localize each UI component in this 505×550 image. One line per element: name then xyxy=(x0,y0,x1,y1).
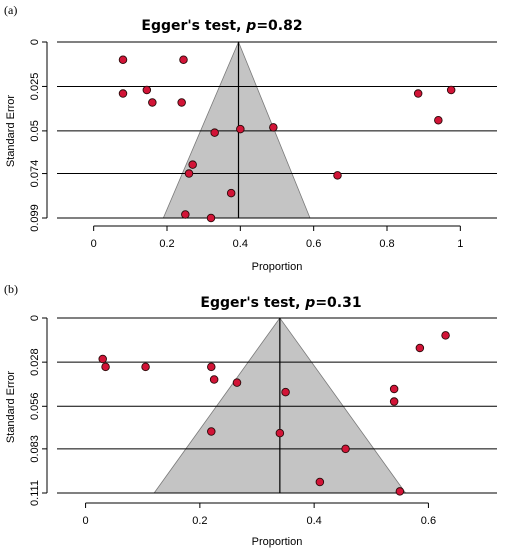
study-point-b-7 xyxy=(232,378,242,387)
study-point-a-3 xyxy=(142,85,152,95)
study-point-b-12 xyxy=(275,428,285,438)
x-tick-label-b-3: 0.6 xyxy=(421,515,436,527)
x-tick-label-b-0: 0 xyxy=(83,515,89,527)
x-tick-label-b-2: 0.4 xyxy=(306,515,321,527)
study-point-b-15 xyxy=(395,487,405,496)
study-point-a-11 xyxy=(210,128,219,137)
y-tick-label-b-0: 0 xyxy=(29,315,41,321)
study-point-a-16 xyxy=(181,210,190,219)
study-point-b-2 xyxy=(98,354,107,364)
study-point-b-0 xyxy=(441,331,450,340)
y-tick-label-a-0: 0 xyxy=(29,39,41,45)
study-point-a-12 xyxy=(188,160,197,169)
chart-title-b: Egger's test, p=0.31 xyxy=(200,295,361,311)
x-tick-label-b-1: 0.2 xyxy=(192,515,207,527)
x-axis-label-a: Proportion xyxy=(252,261,303,273)
study-point-b-8 xyxy=(281,387,290,397)
study-point-a-9 xyxy=(269,123,278,132)
y-tick-label-a-4: 0.099 xyxy=(29,204,41,232)
y-axis-label-b: Standard Error xyxy=(5,371,17,443)
study-point-a-4 xyxy=(148,98,157,107)
y-tick-label-a-1: 0.025 xyxy=(29,73,41,101)
x-tick-label-a-3: 0.6 xyxy=(306,238,321,250)
study-point-b-4 xyxy=(141,362,150,372)
y-tick-label-a-2: 0.05 xyxy=(29,120,41,141)
funnel-plot-b: (b) Egger's test, p=0.31 Proportion Stan… xyxy=(4,282,497,548)
y-tick-label-b-3: 0.083 xyxy=(29,435,41,463)
study-point-b-13 xyxy=(341,444,350,454)
study-point-a-5 xyxy=(177,98,186,107)
study-point-a-6 xyxy=(413,89,423,98)
study-point-b-14 xyxy=(315,477,325,487)
study-point-a-17 xyxy=(206,213,216,223)
study-point-a-14 xyxy=(333,171,342,180)
study-point-b-1 xyxy=(415,343,425,353)
x-axis-label-b: Proportion xyxy=(252,536,303,548)
funnel-plot-a: (a) Egger's test, p=0.82 Proportion Stan… xyxy=(4,3,497,273)
study-point-a-2 xyxy=(118,89,128,98)
y-tick-label-b-4: 0.111 xyxy=(29,480,41,506)
x-tick-label-a-2: 0.4 xyxy=(233,238,248,250)
study-point-a-13 xyxy=(184,169,194,178)
chart-title-a: Egger's test, p=0.82 xyxy=(141,18,302,34)
y-tick-label-b-1: 0.028 xyxy=(29,348,41,376)
y-axis-label-a: Standard Error xyxy=(5,95,17,167)
panel-label-a: (a) xyxy=(4,3,17,17)
study-point-b-11 xyxy=(207,427,216,436)
study-point-b-3 xyxy=(101,362,110,372)
study-point-a-1 xyxy=(179,55,188,65)
study-point-a-7 xyxy=(446,85,456,95)
panel-label-b: (b) xyxy=(4,282,18,296)
x-tick-label-a-1: 0.2 xyxy=(159,238,174,250)
x-tick-label-a-4: 0.8 xyxy=(379,238,394,250)
study-point-b-9 xyxy=(389,384,399,394)
study-point-a-15 xyxy=(226,188,236,198)
study-point-b-10 xyxy=(389,397,399,406)
study-point-b-5 xyxy=(207,362,216,372)
study-point-a-10 xyxy=(236,124,245,134)
y-tick-label-a-3: 0.074 xyxy=(29,160,41,188)
y-tick-label-b-2: 0.056 xyxy=(29,393,41,421)
study-point-a-8 xyxy=(434,115,443,125)
x-tick-label-a-0: 0 xyxy=(91,238,97,250)
study-point-b-6 xyxy=(209,375,219,384)
x-tick-label-a-5: 1 xyxy=(457,238,463,250)
study-point-a-0 xyxy=(118,55,128,65)
